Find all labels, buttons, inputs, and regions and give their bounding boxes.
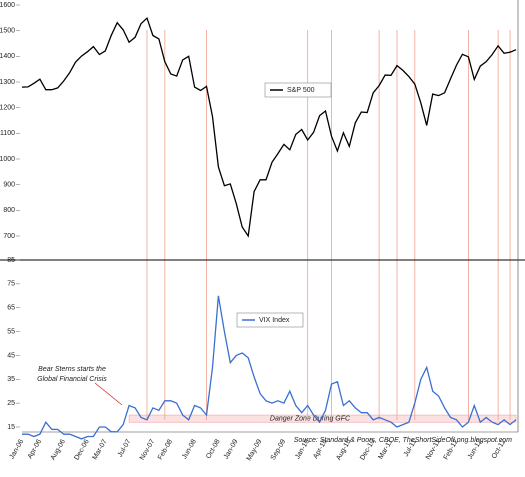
x-tick-label: Jan-09 bbox=[223, 438, 240, 460]
y-tick-label: 85 bbox=[7, 257, 15, 264]
x-tick-label: May-09 bbox=[246, 438, 264, 462]
legend-box bbox=[264, 82, 332, 98]
annotation-arrow bbox=[94, 382, 123, 406]
series-line bbox=[22, 295, 517, 440]
y-tick-label: 55 bbox=[7, 328, 15, 335]
y-tick-label: 700 bbox=[3, 233, 15, 240]
y-tick-label: 1400 bbox=[0, 53, 15, 60]
x-tick-label: Mar-07 bbox=[91, 438, 108, 461]
x-tick-label: Jul-07 bbox=[117, 438, 133, 458]
y-tick-label: 75 bbox=[7, 281, 15, 288]
legend-box bbox=[236, 312, 304, 328]
legend-label: VIX Index bbox=[259, 317, 290, 324]
x-tick-label: Dec-06 bbox=[73, 438, 90, 461]
y-tick-label: 15 bbox=[7, 424, 15, 431]
x-tick-label: Feb-08 bbox=[157, 438, 174, 461]
y-tick-label: 1200 bbox=[0, 105, 15, 112]
x-tick-label: Jan-06 bbox=[9, 438, 26, 460]
y-tick-label: 900 bbox=[3, 182, 15, 189]
legend-label: S&P 500 bbox=[287, 87, 315, 94]
source: Source: Standard & Poors, CBOE, TheShort… bbox=[294, 437, 512, 444]
x-tick-label: Aug-06 bbox=[50, 438, 67, 461]
x-tick-label: Nov-07 bbox=[139, 438, 156, 461]
annotation: Global Financial Crisis bbox=[37, 376, 107, 383]
x-tick-label: Sep-09 bbox=[270, 438, 287, 461]
y-tick-label: 800 bbox=[3, 207, 15, 214]
y-tick-label: 1600 bbox=[0, 2, 15, 9]
annotation: Bear Sterns starts the bbox=[38, 366, 106, 373]
series-line bbox=[21, 16, 517, 238]
y-tick-label: 35 bbox=[7, 376, 15, 383]
y-tick-label: 1300 bbox=[0, 79, 15, 86]
x-tick-label: Apr-06 bbox=[27, 438, 44, 460]
danger-zone-label: Danger Zone During GFC bbox=[270, 415, 351, 422]
y-tick-label: 65 bbox=[7, 305, 15, 312]
y-tick-label: 1500 bbox=[0, 28, 15, 35]
y-tick-label: 1100 bbox=[0, 130, 15, 137]
y-tick-label: 45 bbox=[7, 352, 15, 359]
x-tick-label: Jun-08 bbox=[181, 438, 198, 460]
y-tick-label: 25 bbox=[7, 400, 15, 407]
y-tick-label: 1000 bbox=[0, 156, 15, 163]
x-tick-label: Oct-08 bbox=[205, 438, 222, 460]
